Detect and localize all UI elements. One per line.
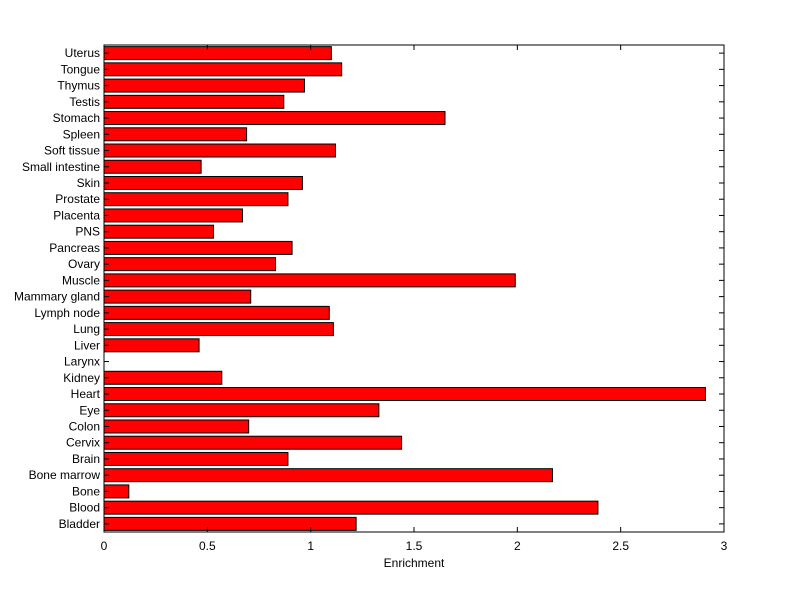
y-tick-label-larynx: Larynx — [64, 355, 100, 369]
y-tick-label-ovary: Ovary — [68, 257, 100, 271]
x-axis-label: Enrichment — [384, 556, 445, 570]
bar-lung — [103, 322, 334, 337]
x-tick-label: 0.5 — [199, 539, 216, 553]
y-tick-label-small-intestine: Small intestine — [22, 160, 100, 174]
y-tick-label-lymph-node: Lymph node — [34, 306, 100, 320]
bar-muscle — [103, 273, 516, 288]
x-tick-label: 2.5 — [612, 539, 629, 553]
bar-prostate — [103, 192, 289, 207]
y-tick-label-spleen: Spleen — [63, 127, 100, 141]
y-tick-label-stomach: Stomach — [53, 111, 100, 125]
y-tick-label-blood: Blood — [69, 501, 100, 515]
y-tick-label-prostate: Prostate — [55, 192, 100, 206]
y-tick-label-bladder: Bladder — [59, 517, 100, 531]
y-tick-label-uterus: Uterus — [65, 46, 100, 60]
bar-blood — [103, 500, 599, 515]
bar-skin — [103, 175, 303, 190]
axis-ticks-group — [103, 45, 725, 532]
bar-liver — [103, 338, 200, 353]
y-tick-label-thymus: Thymus — [57, 79, 100, 93]
y-tick-label-pns: PNS — [75, 225, 100, 239]
y-tick-label-bone: Bone — [72, 484, 100, 498]
x-tick-label: 3 — [721, 539, 728, 553]
bars-group — [103, 46, 706, 531]
bar-brain — [103, 451, 289, 466]
bar-kidney — [103, 370, 223, 385]
y-tick-label-tongue: Tongue — [61, 62, 101, 76]
y-tick-label-placenta: Placenta — [53, 208, 100, 222]
y-tick-label-mammary-gland: Mammary gland — [14, 290, 100, 304]
bar-pns — [103, 224, 215, 239]
y-tick-label-testis: Testis — [69, 95, 100, 109]
y-tick-label-cervix: Cervix — [66, 436, 100, 450]
y-tick-label-colon: Colon — [69, 419, 100, 433]
y-tick-labels-group: Bladder Blood Bone Bone marrow Brain Cervix Co… — [14, 46, 101, 531]
y-tick-label-brain: Brain — [72, 452, 100, 466]
bar-cervix — [103, 435, 403, 450]
y-tick-label-soft-tissue: Soft tissue — [44, 144, 100, 158]
bar-mammary-gland — [103, 289, 252, 304]
bar-bladder — [103, 516, 357, 531]
bar-colon — [103, 419, 250, 434]
x-tick-labels-group: 0 0.5 1 1.5 2 2.5 3 — [101, 539, 728, 553]
y-tick-label-skin: Skin — [77, 176, 100, 190]
x-tick-label: 1.5 — [406, 539, 423, 553]
bar-eye — [103, 403, 380, 418]
y-tick-label-bone-marrow: Bone marrow — [29, 468, 101, 482]
y-tick-label-pancreas: Pancreas — [49, 241, 100, 255]
bar-thymus — [103, 78, 305, 93]
x-tick-label: 2 — [514, 539, 521, 553]
bar-uterus — [103, 46, 332, 61]
bar-testis — [103, 94, 285, 109]
y-tick-label-lung: Lung — [73, 322, 100, 336]
bar-spleen — [103, 127, 248, 142]
bar-bone-marrow — [103, 468, 553, 483]
bar-lymph-node — [103, 305, 330, 320]
x-tick-label: 1 — [307, 539, 314, 553]
y-tick-label-muscle: Muscle — [62, 273, 100, 287]
bar-ovary — [103, 257, 277, 272]
y-tick-label-eye: Eye — [79, 403, 100, 417]
bar-heart — [103, 387, 706, 402]
y-tick-label-heart: Heart — [71, 387, 101, 401]
y-tick-label-kidney: Kidney — [63, 371, 100, 385]
bar-stomach — [103, 111, 446, 126]
bar-placenta — [103, 208, 243, 223]
y-tick-label-liver: Liver — [74, 338, 100, 352]
bar-small-intestine — [103, 159, 202, 174]
bar-pancreas — [103, 240, 293, 255]
bar-tongue — [103, 62, 343, 77]
x-tick-label: 0 — [101, 539, 108, 553]
bar-soft-tissue — [103, 143, 336, 158]
